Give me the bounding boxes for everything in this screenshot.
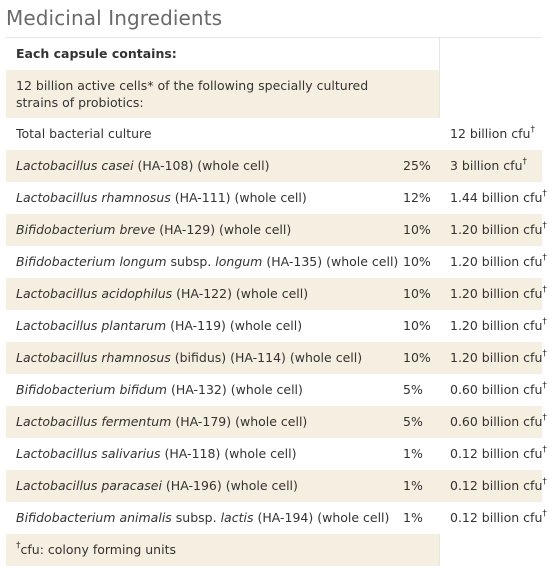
total-amount: 12 billion cfu†	[450, 125, 535, 142]
strain-amount: 3 billion cfu†	[450, 157, 527, 174]
strain-amount: 1.44 billion cfu†	[450, 189, 547, 206]
strain-name: Bifidobacterium animalis subsp. lactis (…	[16, 510, 390, 525]
strain-name: Bifidobacterium longum subsp. longum (HA…	[16, 254, 399, 269]
strain-percent: 5%	[403, 382, 423, 397]
footnote-text: †cfu: colony forming units	[16, 541, 176, 558]
strain-amount: 1.20 billion cfu†	[450, 285, 547, 302]
strain-amount: 0.60 billion cfu†	[450, 381, 547, 398]
strain-amount: 1.20 billion cfu†	[450, 349, 547, 366]
ingredients-table: Each capsule contains: 12 billion active…	[6, 37, 547, 566]
strain-percent: 10%	[403, 350, 431, 365]
table-row: Bifidobacterium animalis subsp. lactis (…	[6, 502, 547, 534]
intro-row: 12 billion active cells* of the followin…	[6, 70, 439, 118]
strain-name: Lactobacillus rhamnosus (HA-111) (whole …	[16, 190, 307, 205]
table-row: Bifidobacterium breve (HA-129) (whole ce…	[6, 214, 547, 246]
strain-percent: 10%	[403, 222, 431, 237]
table-row: Lactobacillus fermentum (HA-179) (whole …	[6, 406, 547, 438]
strain-percent: 12%	[403, 190, 431, 205]
strain-percent: 1%	[403, 478, 423, 493]
table-row: Lactobacillus rhamnosus (bifidus) (HA-11…	[6, 342, 547, 374]
strain-name: Lactobacillus rhamnosus (bifidus) (HA-11…	[16, 350, 363, 365]
strain-percent: 5%	[403, 414, 423, 429]
table-row: Lactobacillus plantarum (HA-119) (whole …	[6, 310, 547, 342]
intro-text: 12 billion active cells* of the followin…	[16, 78, 369, 110]
table-header-row: Each capsule contains:	[6, 38, 439, 70]
table-row: Lactobacillus acidophilus (HA-122) (whol…	[6, 278, 547, 310]
strain-name: Lactobacillus fermentum (HA-179) (whole …	[16, 414, 308, 429]
strain-amount: 0.12 billion cfu†	[450, 509, 547, 526]
table-row: Lactobacillus casei (HA-108) (whole cell…	[6, 150, 542, 182]
page-title: Medicinal Ingredients	[6, 6, 223, 30]
table-row: Bifidobacterium bifidum (HA-132) (whole …	[6, 374, 547, 406]
strain-percent: 10%	[403, 318, 431, 333]
strain-amount: 0.60 billion cfu†	[450, 413, 547, 430]
total-label: Total bacterial culture	[16, 126, 152, 141]
table-row: Lactobacillus rhamnosus (HA-111) (whole …	[6, 182, 547, 214]
strain-percent: 1%	[403, 446, 423, 461]
strain-amount: 1.20 billion cfu†	[450, 253, 547, 270]
strain-name: Lactobacillus acidophilus (HA-122) (whol…	[16, 286, 309, 301]
strain-name: Lactobacillus salivarius (HA-118) (whole…	[16, 446, 297, 461]
strain-percent: 10%	[403, 254, 431, 269]
table-row: Bifidobacterium longum subsp. longum (HA…	[6, 246, 547, 278]
strain-name: Bifidobacterium bifidum (HA-132) (whole …	[16, 382, 303, 397]
strain-amount: 0.12 billion cfu†	[450, 445, 547, 462]
strain-amount: 0.12 billion cfu†	[450, 477, 547, 494]
total-row: Total bacterial culture 12 billion cfu†	[6, 118, 542, 150]
strain-list: Lactobacillus casei (HA-108) (whole cell…	[6, 150, 547, 534]
strain-name: Bifidobacterium breve (HA-129) (whole ce…	[16, 222, 292, 237]
strain-percent: 25%	[403, 158, 431, 173]
strain-percent: 10%	[403, 286, 431, 301]
strain-name: Lactobacillus paracasei (HA-196) (whole …	[16, 478, 298, 493]
header-label: Each capsule contains:	[16, 46, 177, 61]
strain-amount: 1.20 billion cfu†	[450, 221, 547, 238]
strain-name: Lactobacillus plantarum (HA-119) (whole …	[16, 318, 303, 333]
strain-amount: 1.20 billion cfu†	[450, 317, 547, 334]
table-row: Lactobacillus paracasei (HA-196) (whole …	[6, 470, 547, 502]
footnote-row: †cfu: colony forming units	[6, 534, 439, 566]
strain-percent: 1%	[403, 510, 423, 525]
table-row: Lactobacillus salivarius (HA-118) (whole…	[6, 438, 547, 470]
strain-name: Lactobacillus casei (HA-108) (whole cell…	[16, 158, 270, 173]
